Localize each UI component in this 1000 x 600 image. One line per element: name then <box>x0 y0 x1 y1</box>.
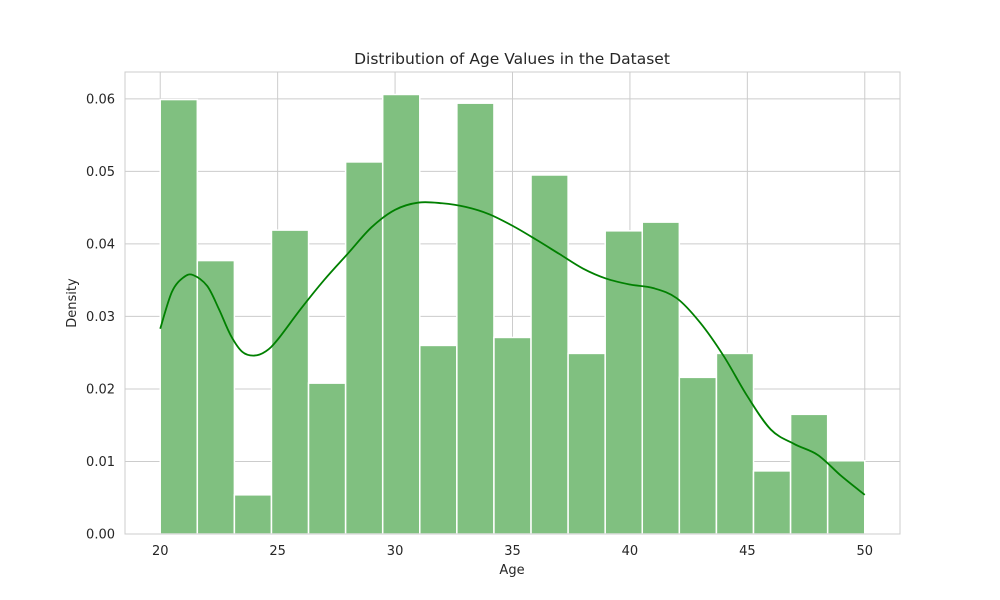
histogram-bar <box>826 459 866 535</box>
x-tick-label: 50 <box>856 544 873 559</box>
plot-frame <box>124 71 901 535</box>
histogram-bar <box>344 161 384 535</box>
chart-title: Distribution of Age Values in the Datase… <box>354 50 670 68</box>
histogram-bar <box>530 174 569 535</box>
y-tick-label: 0.01 <box>86 455 115 470</box>
histogram-bar <box>419 344 458 535</box>
histogram-bar <box>456 102 495 535</box>
y-tick-label: 0.02 <box>86 382 115 397</box>
histogram-bar <box>641 221 681 535</box>
y-axis-ticks: 0.00 0.01 0.02 0.03 0.04 0.05 0.06 <box>86 92 115 542</box>
x-axis-label: Age <box>499 563 524 578</box>
histogram-bar <box>233 494 273 535</box>
y-tick-label: 0.03 <box>86 310 115 325</box>
x-tick-label: 20 <box>152 544 169 559</box>
kde-curve <box>159 201 866 496</box>
x-tick-label: 40 <box>622 544 639 559</box>
histogram-bar <box>196 259 236 535</box>
y-tick-label: 0.05 <box>86 165 115 180</box>
histogram-bar <box>567 352 606 535</box>
x-axis-ticks: 20 25 30 35 40 45 50 <box>152 544 873 559</box>
histogram-bar <box>493 336 532 535</box>
histogram-bar <box>715 352 755 535</box>
x-tick-label: 45 <box>739 544 756 559</box>
y-tick-label: 0.00 <box>86 528 115 543</box>
y-axis-label: Density <box>65 278 80 328</box>
y-tick-label: 0.06 <box>86 92 115 107</box>
histogram-bar <box>678 376 718 535</box>
histogram-bar <box>789 413 829 535</box>
histogram-bar <box>604 230 644 535</box>
histogram-bar <box>307 382 347 535</box>
y-tick-label: 0.04 <box>86 237 115 252</box>
histogram-bar <box>270 229 310 535</box>
histogram-bar <box>159 98 199 535</box>
x-tick-label: 30 <box>387 544 404 559</box>
histogram-bar <box>381 93 421 535</box>
x-tick-label: 25 <box>269 544 286 559</box>
x-tick-label: 35 <box>504 544 521 559</box>
histogram-bar <box>752 470 792 535</box>
